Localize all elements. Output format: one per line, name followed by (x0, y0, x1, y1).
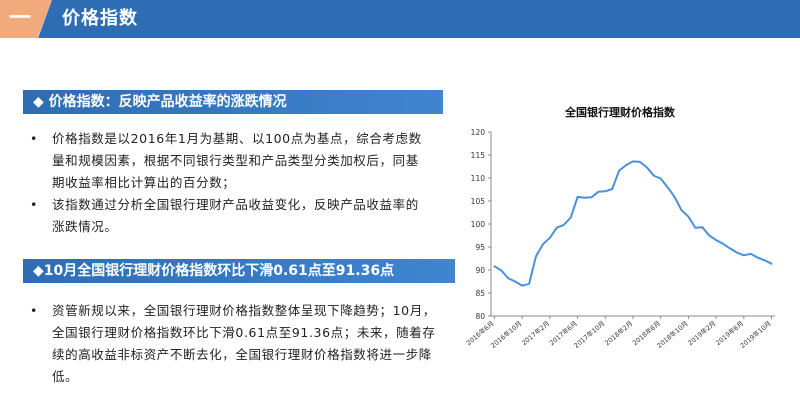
chart-title: 全国银行理财价格指数 (565, 106, 675, 119)
price-index-chart: 全国银行理财价格指数 80 85 90 95 100 105 110 115 120 2016年… (455, 98, 785, 398)
x-axis-ticks: 2016年6月2016年10月2017年2月2017年6月2017年10月201… (464, 316, 773, 350)
bullet-icon: • (30, 303, 38, 318)
bullet-icon: • (30, 197, 38, 212)
y-tick-label: 100 (471, 220, 486, 229)
y-tick-label: 80 (475, 312, 485, 321)
section-banner-october: ◆10月全国银行理财价格指数环比下滑0.61点至91.36点 (23, 259, 455, 283)
y-tick-label: 120 (471, 128, 486, 137)
section-banner-price-index: ◆ 价格指数：反映产品收益率的涨跌情况 (23, 90, 443, 114)
list-item: • 资管新规以来，全国银行理财价格指数整体呈现下降趋势；10月，全国银行理财价格指… (28, 300, 438, 388)
y-tick-label: 85 (475, 289, 485, 298)
chart-axes (490, 132, 775, 317)
y-tick-label: 95 (475, 243, 485, 252)
banner-text: ◆10月全国银行理财价格指数环比下滑0.61点至91.36点 (33, 263, 395, 279)
bullet-list-definition: • 价格指数是以2016年1月为基期、以100点为基点，综合考虑数量和规模因素，根… (28, 128, 428, 238)
y-axis-ticks: 80 85 90 95 100 105 110 115 120 (471, 128, 491, 321)
x-tick-label: 2017年2月 (520, 319, 552, 348)
x-tick-label: 2018年10月 (655, 319, 690, 350)
bullet-text: 价格指数是以2016年1月为基期、以100点为基点，综合考虑数量和规模因素，根据… (52, 131, 422, 190)
page-title: 价格指数 (62, 8, 138, 29)
x-tick-label: 2017年10月 (572, 319, 607, 350)
list-item: • 价格指数是以2016年1月为基期、以100点为基点，综合考虑数量和规模因素，根… (28, 128, 428, 194)
bullet-text: 该指数通过分析全国银行理财产品收益变化，反映产品收益率的涨跌情况。 (52, 197, 419, 234)
bullet-icon: • (30, 131, 38, 146)
line-chart-svg: 80 85 90 95 100 105 110 115 120 2016年6月2016年10月2… (464, 128, 775, 350)
x-tick-label: 2016年10月 (489, 319, 524, 350)
banner-text: ◆ 价格指数：反映产品收益率的涨跌情况 (33, 94, 287, 110)
series-line (493, 160, 773, 287)
x-tick-label: 2018年2月 (603, 319, 635, 348)
header-bar (38, 0, 800, 38)
section-header: 一 价格指数 (0, 0, 800, 38)
x-tick-label: 2019年2月 (686, 319, 718, 348)
bullet-list-trend: • 资管新规以来，全国银行理财价格指数整体呈现下降趋势；10月，全国银行理财价格指… (28, 300, 438, 388)
bullet-text: 资管新规以来，全国银行理财价格指数整体呈现下降趋势；10月，全国银行理财价格指数… (52, 303, 436, 384)
section-number: 一 (8, 6, 31, 31)
y-tick-label: 90 (475, 266, 485, 275)
y-tick-label: 110 (471, 174, 486, 183)
y-tick-label: 115 (471, 151, 486, 160)
y-tick-label: 105 (471, 197, 486, 206)
list-item: • 该指数通过分析全国银行理财产品收益变化，反映产品收益率的涨跌情况。 (28, 194, 428, 238)
